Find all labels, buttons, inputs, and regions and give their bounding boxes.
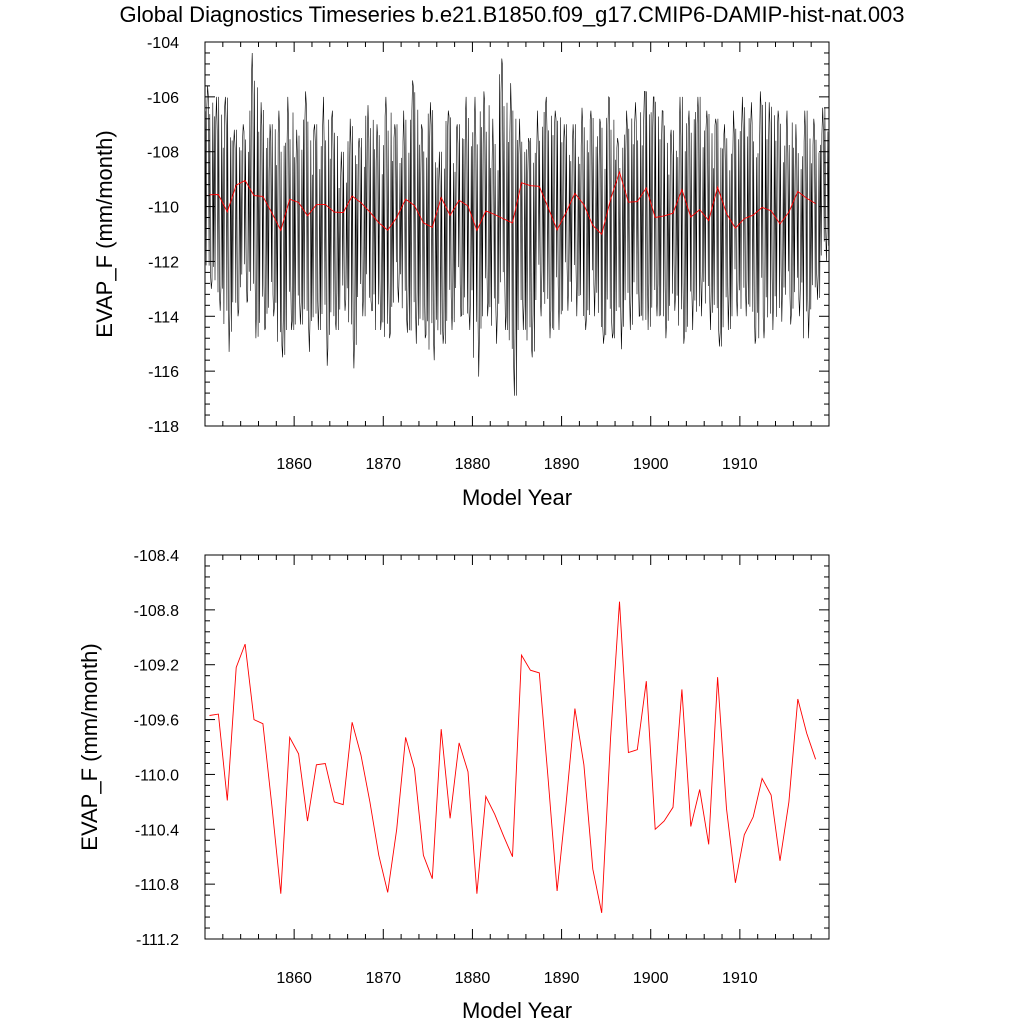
x-tick-label: 1870 (365, 456, 401, 473)
y-axis-label: EVAP_F (mm/month) (92, 130, 117, 337)
y-tick-label: -110.0 (135, 767, 179, 784)
y-tick-label: -110.4 (135, 822, 179, 839)
series-line-annual (209, 601, 817, 913)
y-tick-label: -108 (147, 145, 179, 162)
y-tick-label: -118 (148, 419, 179, 436)
x-tick-label: 1870 (365, 970, 401, 987)
y-tick-label: -110 (148, 200, 179, 217)
x-tick-label: 1910 (722, 970, 758, 987)
y-tick-label: -104 (147, 35, 179, 52)
y-tick-label: -112 (148, 254, 179, 271)
plot-frame (204, 41, 830, 427)
x-tick-label: 1860 (276, 456, 312, 473)
plot-frame (204, 554, 830, 940)
x-tick-label: 1890 (544, 970, 580, 987)
x-tick-label: 1880 (455, 456, 491, 473)
y-tick-label: -110.8 (135, 877, 179, 894)
x-tick-label: 1880 (455, 970, 491, 987)
series-line-monthly (205, 52, 829, 396)
y-tick-label: -111.2 (136, 932, 179, 949)
series-line-annual (209, 170, 816, 236)
x-axis-label: Model Year (462, 998, 572, 1023)
y-axis-label: EVAP_F (mm/month) (77, 643, 102, 850)
panel-top: 1860 1870 1880 1890 1900 1910 -118 -116 -114 -112… (92, 35, 830, 510)
x-tick-label: 1910 (722, 456, 758, 473)
y-tick-label: -116 (148, 364, 179, 381)
x-tick-label: 1900 (633, 456, 669, 473)
x-tick-label: 1890 (544, 456, 580, 473)
panel-bottom: 1860 1870 1880 1890 1900 1910 -111.2 -110.8 -110… (77, 548, 830, 1023)
x-tick-label: 1860 (276, 970, 312, 987)
x-axis-label: Model Year (462, 485, 572, 510)
y-tick-label: -114 (148, 309, 179, 326)
y-tick-label: -108.4 (134, 548, 179, 565)
y-tick-label: -109.6 (134, 713, 179, 730)
page-title: Global Diagnostics Timeseries b.e21.B185… (119, 2, 905, 27)
x-tick-label: 1900 (633, 970, 669, 987)
y-tick-label: -108.8 (134, 603, 179, 620)
y-tick-label: -106 (147, 90, 179, 107)
y-tick-label: -109.2 (134, 658, 179, 675)
